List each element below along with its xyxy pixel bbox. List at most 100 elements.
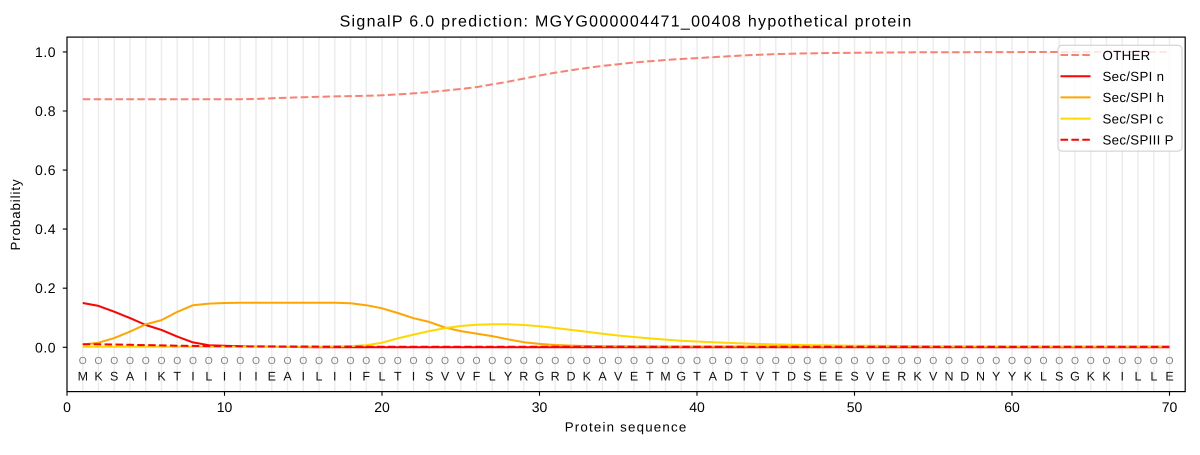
svg-text:R: R [519, 369, 528, 383]
svg-text:I: I [238, 369, 241, 383]
svg-text:Probability: Probability [8, 179, 23, 251]
svg-text:O: O [110, 356, 118, 367]
svg-text:O: O [378, 356, 386, 367]
svg-text:T: T [772, 369, 780, 383]
svg-text:O: O [126, 356, 134, 367]
svg-text:V: V [614, 369, 623, 383]
svg-text:N: N [976, 369, 985, 383]
svg-text:1.0: 1.0 [35, 44, 56, 60]
svg-text:L: L [489, 369, 496, 383]
svg-text:T: T [394, 369, 402, 383]
svg-text:O: O [268, 356, 276, 367]
svg-text:K: K [94, 369, 103, 383]
svg-text:O: O [567, 356, 575, 367]
svg-text:I: I [333, 369, 336, 383]
svg-text:40: 40 [689, 399, 705, 415]
svg-text:0.0: 0.0 [35, 339, 56, 355]
svg-text:E: E [819, 369, 827, 383]
svg-text:SignalP 6.0 prediction: MGYG00: SignalP 6.0 prediction: MGYG000004471_00… [340, 14, 913, 31]
svg-text:O: O [362, 356, 370, 367]
svg-text:O: O [157, 356, 165, 367]
svg-text:O: O [772, 356, 780, 367]
svg-text:O: O [945, 356, 953, 367]
svg-text:O: O [79, 356, 87, 367]
svg-text:A: A [598, 369, 607, 383]
svg-text:V: V [441, 369, 450, 383]
svg-text:I: I [349, 369, 352, 383]
svg-text:O: O [709, 356, 717, 367]
svg-text:O: O [630, 356, 638, 367]
svg-text:L: L [379, 369, 386, 383]
svg-text:S: S [425, 369, 433, 383]
svg-text:60: 60 [1004, 399, 1020, 415]
svg-text:O: O [488, 356, 496, 367]
svg-text:T: T [173, 369, 181, 383]
svg-text:G: G [535, 369, 545, 383]
svg-text:0: 0 [63, 399, 71, 415]
svg-text:O: O [346, 356, 354, 367]
svg-text:I: I [144, 369, 147, 383]
svg-text:O: O [189, 356, 197, 367]
svg-text:O: O [520, 356, 528, 367]
svg-text:O: O [535, 356, 543, 367]
svg-text:Sec/SPI h: Sec/SPI h [1103, 90, 1165, 105]
svg-text:O: O [1165, 356, 1173, 367]
svg-text:L: L [1135, 369, 1142, 383]
svg-text:V: V [756, 369, 765, 383]
svg-text:Protein sequence: Protein sequence [565, 419, 688, 434]
svg-text:R: R [897, 369, 906, 383]
svg-text:D: D [960, 369, 969, 383]
svg-text:O: O [409, 356, 417, 367]
svg-text:K: K [1087, 369, 1096, 383]
svg-text:S: S [110, 369, 118, 383]
svg-text:A: A [283, 369, 292, 383]
svg-text:O: O [252, 356, 260, 367]
svg-text:O: O [740, 356, 748, 367]
svg-text:E: E [630, 369, 638, 383]
svg-text:L: L [1150, 369, 1157, 383]
svg-text:0.4: 0.4 [35, 221, 56, 237]
svg-text:O: O [992, 356, 1000, 367]
svg-text:Y: Y [504, 369, 513, 383]
svg-text:O: O [394, 356, 402, 367]
svg-text:O: O [819, 356, 827, 367]
svg-text:O: O [898, 356, 906, 367]
svg-text:Y: Y [1008, 369, 1017, 383]
svg-text:I: I [301, 369, 304, 383]
svg-text:D: D [787, 369, 796, 383]
svg-text:Sec/SPI c: Sec/SPI c [1103, 111, 1164, 126]
svg-text:L: L [316, 369, 323, 383]
svg-text:O: O [803, 356, 811, 367]
svg-text:O: O [1102, 356, 1110, 367]
svg-text:K: K [157, 369, 166, 383]
svg-text:I: I [223, 369, 226, 383]
svg-text:Sec/SPI n: Sec/SPI n [1103, 69, 1165, 84]
svg-text:OTHER: OTHER [1103, 48, 1151, 63]
svg-text:E: E [1165, 369, 1173, 383]
svg-text:O: O [331, 356, 339, 367]
svg-text:V: V [457, 369, 466, 383]
svg-text:O: O [661, 356, 669, 367]
svg-text:O: O [236, 356, 244, 367]
svg-text:O: O [866, 356, 874, 367]
svg-text:D: D [566, 369, 575, 383]
svg-text:O: O [1134, 356, 1142, 367]
svg-text:O: O [1087, 356, 1095, 367]
svg-text:O: O [1071, 356, 1079, 367]
svg-text:O: O [472, 356, 480, 367]
svg-text:O: O [976, 356, 984, 367]
svg-text:O: O [315, 356, 323, 367]
svg-text:O: O [1039, 356, 1047, 367]
svg-text:F: F [473, 369, 481, 383]
svg-text:O: O [598, 356, 606, 367]
svg-text:V: V [866, 369, 875, 383]
svg-text:O: O [1024, 356, 1032, 367]
svg-text:O: O [693, 356, 701, 367]
svg-text:K: K [913, 369, 922, 383]
svg-text:30: 30 [532, 399, 548, 415]
svg-text:O: O [299, 356, 307, 367]
svg-text:L: L [1040, 369, 1047, 383]
svg-text:O: O [913, 356, 921, 367]
svg-text:O: O [646, 356, 654, 367]
svg-text:F: F [362, 369, 370, 383]
